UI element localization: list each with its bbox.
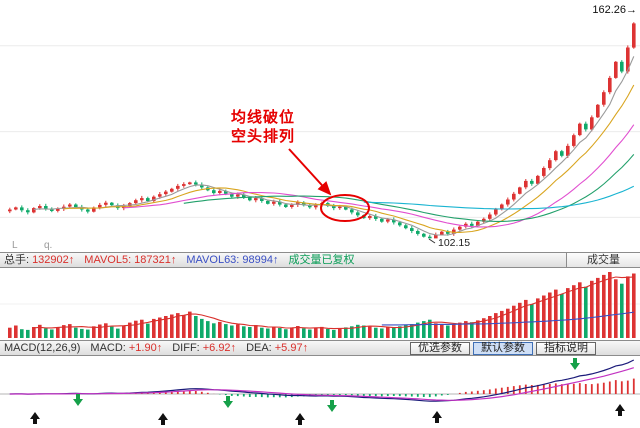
default-params-button[interactable]: 默认参数 bbox=[473, 341, 533, 355]
annotation-text-line1: 均线破位 bbox=[231, 108, 295, 126]
volume-pane[interactable] bbox=[0, 268, 640, 340]
total-hands-label: 总手: bbox=[4, 254, 30, 266]
macd-params-title: MACD(12,26,9) bbox=[4, 342, 81, 354]
volume-info-bar: 总手: 132902↑ MAVOL5: 187321↑ MAVOL63: 989… bbox=[0, 252, 640, 268]
signal-arrows-layer bbox=[30, 358, 625, 425]
low-price-pointer bbox=[428, 238, 436, 244]
volume-ma-layer bbox=[33, 276, 634, 330]
macd-pane[interactable] bbox=[0, 356, 640, 428]
macd-histogram-layer bbox=[14, 378, 635, 398]
dea-label: DEA: bbox=[246, 342, 272, 354]
indicator-help-button[interactable]: 指标说明 bbox=[536, 341, 596, 355]
annotation-arrow bbox=[288, 148, 332, 196]
mavol5-readout: MAVOL5: 187321↑ bbox=[84, 253, 176, 267]
macd-label: MACD: bbox=[90, 342, 126, 354]
low-price-label: 102.15 bbox=[438, 237, 470, 249]
mavol63-label: MAVOL63: bbox=[186, 254, 240, 266]
high-price-label: 162.26→ bbox=[592, 4, 637, 16]
highlight-circle bbox=[320, 194, 370, 222]
macd-value: +1.90↑ bbox=[128, 342, 163, 354]
watermark-q: q. bbox=[44, 240, 52, 251]
macd-lines-layer bbox=[9, 359, 635, 402]
optimize-params-button[interactable]: 优选参数 bbox=[410, 341, 470, 355]
breakdown-annotation: 均线破位 空头排列 bbox=[231, 108, 370, 222]
diff-value: +6.92↑ bbox=[202, 342, 237, 354]
total-hands-value: 132902↑ bbox=[32, 254, 75, 266]
price-chart-pane[interactable]: 均线破位 空头排列 162.26→ 102.15 L q. bbox=[0, 0, 640, 252]
macd-info-bar: MACD(12,26,9) MACD: +1.90↑ DIFF: +6.92↑ … bbox=[0, 340, 640, 356]
mavol5-value: 187321↑ bbox=[134, 254, 177, 266]
dea-value: +5.97↑ bbox=[274, 342, 309, 354]
candles-layer bbox=[8, 22, 636, 239]
mavol63-readout: MAVOL63: 98994↑ bbox=[186, 253, 278, 267]
annotation-text-line2: 空头排列 bbox=[231, 127, 295, 145]
macd-readout: MACD: +1.90↑ bbox=[90, 341, 162, 355]
diff-readout: DIFF: +6.92↑ bbox=[172, 341, 236, 355]
moving-averages-layer bbox=[33, 56, 635, 236]
volume-bars-layer bbox=[8, 272, 636, 338]
low-price-callout: 102.15 bbox=[428, 237, 470, 249]
watermark-l: L bbox=[12, 240, 18, 251]
mavol63-value: 98994↑ bbox=[242, 254, 279, 266]
diff-label: DIFF: bbox=[172, 342, 200, 354]
total-hands-readout: 总手: 132902↑ bbox=[4, 253, 74, 267]
dea-readout: DEA: +5.97↑ bbox=[246, 341, 308, 355]
mavol5-label: MAVOL5: bbox=[84, 254, 132, 266]
volume-pane-selector[interactable]: 成交量 bbox=[566, 253, 640, 267]
adjusted-volume-note: 成交量已复权 bbox=[288, 254, 355, 266]
param-buttons-group: 优选参数 默认参数 指标说明 bbox=[410, 341, 596, 355]
